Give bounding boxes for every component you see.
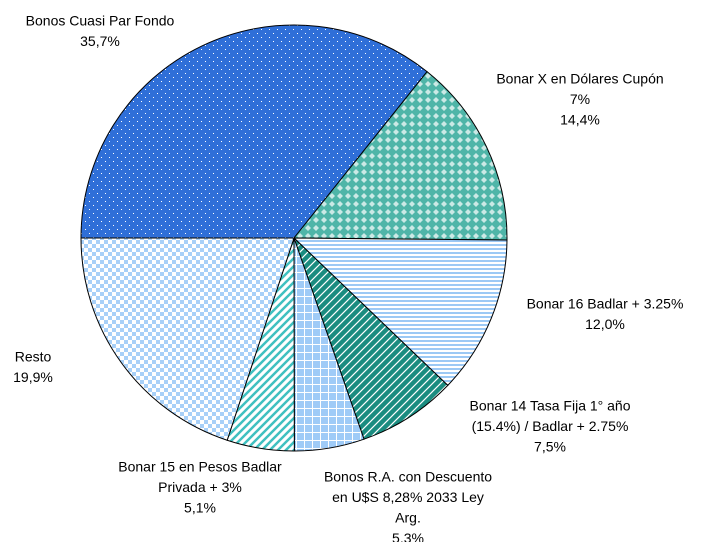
- slice-label: 7%: [570, 91, 590, 107]
- pie-slice: [80, 237, 295, 441]
- slice-label: Bonar 15 en Pesos Badlar: [118, 459, 282, 475]
- slice-label: Bonos R.A. con Descuento: [324, 469, 492, 485]
- pie-slice: [292, 70, 508, 241]
- value-label: 12,0%: [585, 316, 625, 332]
- value-label: 7,5%: [534, 439, 566, 455]
- slice-label: Privada + 3%: [158, 479, 242, 495]
- value-label: 19,9%: [13, 369, 53, 385]
- slice-label: Bonar X en Dólares Cupón: [496, 71, 663, 87]
- pie-slice: [293, 237, 449, 440]
- pie-slice: [80, 24, 428, 239]
- value-label: 35,7%: [80, 33, 120, 49]
- slice-label: Bonar 16 Badlar + 3.25%: [527, 296, 684, 312]
- pie-slice: [292, 237, 508, 387]
- slice-label: Arg.: [395, 510, 421, 526]
- slice-label: (15.4%) / Badlar + 2.75%: [472, 418, 629, 434]
- value-label: 5,3%: [392, 530, 424, 542]
- slice-label: Resto: [15, 349, 52, 365]
- slice-label: Bonar 14 Tasa Fija 1° año: [470, 398, 631, 414]
- value-label: 5,1%: [184, 500, 216, 516]
- slice-label: en U$S 8,28% 2033 Ley: [332, 489, 484, 505]
- slice-label: Bonos Cuasi Par Fondo: [26, 13, 175, 29]
- value-label: 14,4%: [560, 112, 600, 128]
